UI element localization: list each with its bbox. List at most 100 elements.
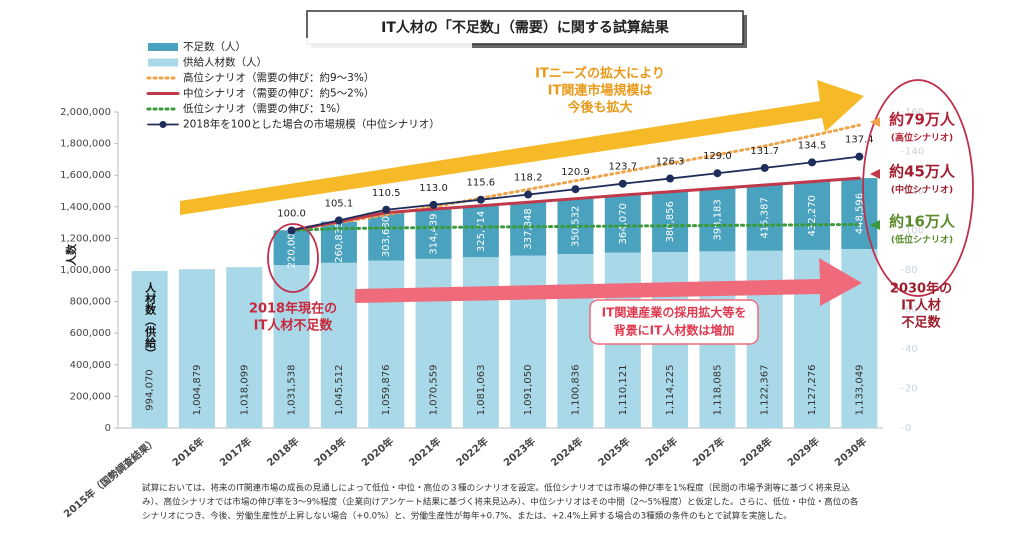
footnote: シナリオにつき、今後、労働生産性が上昇しない場合（+0.0%）と、労働生産性が毎…: [142, 510, 792, 522]
x-tick-label: 2020年: [359, 435, 396, 469]
data-label: 1,114,225: [665, 365, 676, 416]
annotation: (高位シナリオ): [891, 132, 953, 144]
data-label: 994,070: [145, 369, 156, 410]
y-tick-label: 200,000: [70, 391, 111, 402]
data-label: 398,183: [712, 199, 723, 240]
bar: [557, 254, 594, 428]
bar: [510, 202, 547, 256]
data-label: 1,004,879: [192, 365, 203, 416]
bar: [226, 267, 263, 428]
bar: [273, 230, 310, 266]
y2-tick-label: 0: [905, 423, 911, 434]
data-label: 1,045,512: [334, 365, 345, 416]
bar: [604, 195, 641, 253]
x-tick-label: 2027年: [690, 435, 727, 469]
y-tick-label: 1,400,000: [60, 202, 111, 213]
shortage-circle: [862, 79, 974, 297]
bar: [462, 205, 499, 258]
data-label: 118.2: [514, 173, 543, 184]
x-tick-label: 2030年: [832, 435, 869, 469]
bar: [178, 269, 215, 428]
y-tick-label: 800,000: [70, 297, 111, 308]
data-label: 337,848: [523, 208, 534, 249]
x-tick-label: 2028年: [737, 435, 774, 469]
line: [290, 222, 861, 232]
annotation: IT関連市場規模は: [548, 83, 653, 99]
pointer: [870, 220, 880, 230]
x-tick-label: 2022年: [453, 435, 490, 469]
x-tick-label: 2017年: [217, 435, 254, 469]
legend: 不足数（人） 供給人材数（人） 高位シナリオ（需要の伸び：約9～3%） 中位シナリオ（…: [136, 38, 472, 134]
annotation: 不足数: [901, 315, 941, 331]
data-label: 113.0: [419, 183, 448, 194]
marker: [382, 205, 391, 214]
current-circle: [267, 223, 319, 293]
bar: [415, 209, 452, 259]
bar: [415, 258, 452, 428]
bar: [699, 188, 736, 252]
workforce-arrow: [355, 258, 862, 306]
y2-tick-label: 100: [905, 226, 924, 237]
data-label: 415,387: [760, 197, 771, 238]
marker: [808, 158, 817, 167]
marker: [855, 152, 864, 161]
y-tick-label: 0: [105, 423, 111, 434]
annotation: 2018年現在の: [249, 301, 337, 317]
annotation: 約16万人: [889, 213, 956, 231]
data-label: 100.0: [277, 209, 306, 220]
y-tick-label: 1,800,000: [60, 139, 111, 150]
legend-label: 供給人材数（人）: [183, 56, 267, 69]
growth-arrow: [180, 80, 864, 215]
y-tick-label: 400,000: [70, 360, 111, 371]
legend-swatch: [148, 43, 178, 51]
annotation: 約45万人: [889, 163, 956, 181]
bar: [794, 181, 831, 250]
marker: [287, 226, 296, 235]
data-label: 110.5: [372, 188, 401, 199]
bar: [131, 270, 168, 428]
marker: [571, 185, 580, 194]
x-tick-label: 2023年: [501, 435, 538, 469]
data-label: 432,270: [807, 195, 818, 236]
legend-box: [136, 38, 472, 134]
data-label: 1,122,367: [760, 365, 771, 416]
bar: [652, 191, 689, 252]
annotation: 2030年の: [890, 281, 952, 297]
y2-tick-label: 80: [905, 265, 918, 276]
legend-label: 中位シナリオ（需要の伸び：約5～2%）: [183, 87, 374, 100]
marker: [713, 169, 722, 178]
pointer: [870, 117, 880, 127]
data-label: 1,127,276: [807, 365, 818, 416]
data-label: 303,680: [381, 216, 392, 257]
x-tick-label: 2021年: [406, 435, 443, 469]
y-tick-label: 1,000,000: [60, 265, 111, 276]
y2-tick-label: 20: [905, 384, 918, 395]
data-label: 1,081,063: [476, 365, 487, 416]
pointer: [870, 169, 880, 179]
data-label: 325,714: [476, 211, 487, 252]
marker: [476, 195, 485, 204]
y-tick-label: 600,000: [70, 328, 111, 339]
data-label: 1,031,538: [287, 365, 298, 416]
plot: 0 200,000 400,000 600,000 800,000 1,000,000 1,…: [60, 107, 924, 520]
annotation: (低位シナリオ): [891, 234, 953, 246]
x-tick-label: 2029年: [785, 435, 822, 469]
marker: [666, 174, 675, 183]
data-label: 123.7: [608, 162, 637, 173]
data-label: 364,070: [618, 203, 629, 244]
x-tick-label: 2018年: [264, 435, 301, 469]
data-label: 380,856: [665, 201, 676, 242]
legend-label: 不足数（人）: [183, 40, 246, 53]
y2-tick-label: 140: [905, 147, 924, 158]
data-label: 1,133,049: [854, 365, 865, 416]
y2-tick-label: 160: [905, 107, 924, 118]
bar: [841, 178, 878, 249]
bar: [320, 262, 357, 428]
data-label: 260,835: [334, 222, 345, 263]
data-label: 1,110,121: [618, 365, 629, 416]
data-label: 129.0: [703, 151, 732, 162]
marker: [760, 163, 769, 172]
annotation: 今後も拡大: [566, 100, 632, 116]
footnote: み）、高位シナリオでは市場の伸び率を3～9%程度（企業向けアンケート結果に基づく…: [142, 496, 859, 508]
data-label: 1,118,085: [712, 365, 723, 416]
